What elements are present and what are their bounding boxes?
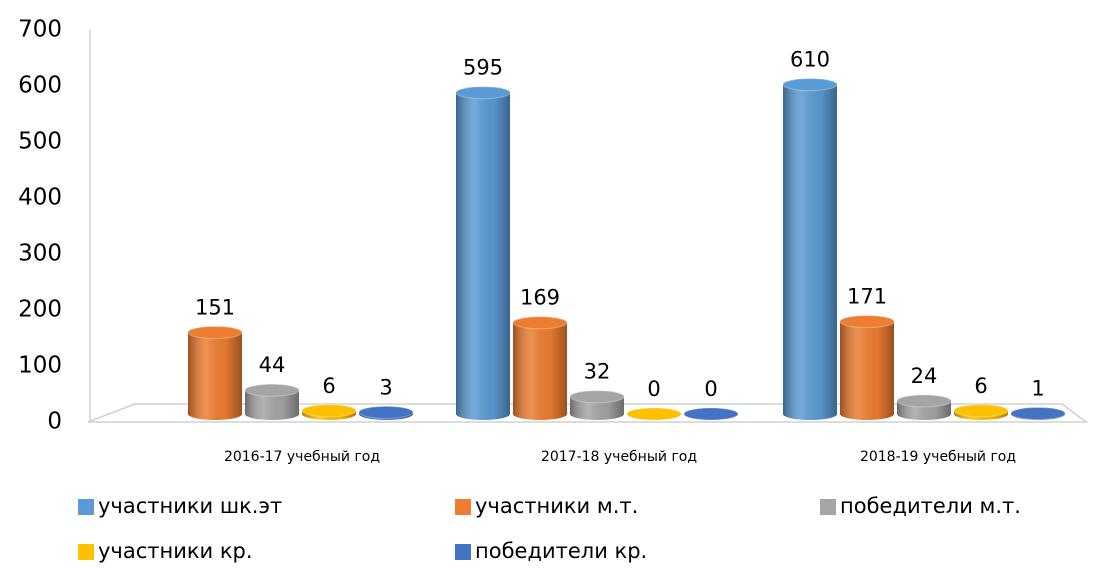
bar-shade	[456, 86, 510, 420]
bar-top	[839, 315, 895, 329]
bar-top	[953, 404, 1009, 418]
bar-top	[896, 394, 952, 408]
legend-swatch	[455, 544, 471, 560]
data-label: 0	[647, 377, 660, 401]
bar-top	[187, 325, 243, 339]
legend-swatch	[78, 499, 94, 515]
y-tick-label: 700	[18, 17, 62, 43]
data-label: 610	[790, 48, 830, 72]
data-label: 169	[520, 286, 560, 310]
legend-label: участники м.т.	[475, 494, 638, 518]
legend-label: победители кр.	[475, 539, 647, 563]
bar-shade	[783, 78, 837, 420]
data-label: 151	[195, 295, 235, 319]
data-label: 44	[259, 353, 286, 377]
legend-swatch	[78, 544, 94, 560]
x-tick-label: 2017-18 учебный год	[541, 449, 697, 465]
y-tick-label: 300	[18, 241, 62, 267]
data-label: 24	[911, 364, 938, 388]
x-tick-label: 2016-17 учебный год	[224, 449, 380, 465]
bar-top	[244, 383, 300, 397]
data-label: 3	[379, 375, 392, 399]
bar-top	[358, 405, 414, 419]
bar-top	[782, 78, 838, 92]
legend-label: участники шк.эт	[98, 494, 282, 518]
data-label: 6	[322, 374, 335, 398]
bar-top	[569, 390, 625, 404]
data-label: 1	[1031, 376, 1044, 400]
legend-label: победители м.т.	[840, 494, 1021, 518]
bar-shade	[840, 315, 894, 420]
data-label: 595	[463, 56, 503, 80]
data-label: 0	[704, 377, 717, 401]
y-tick-label: 400	[18, 185, 62, 211]
bar-top	[626, 407, 682, 421]
data-label: 6	[974, 374, 987, 398]
bar-top	[512, 316, 568, 330]
y-tick-label: 500	[18, 129, 62, 155]
legend-swatch	[820, 499, 836, 515]
bar-top	[683, 407, 739, 421]
legend-label: участники кр.	[98, 539, 253, 563]
data-label: 171	[847, 285, 887, 309]
y-tick-label: 200	[18, 297, 62, 323]
data-label: 32	[584, 360, 611, 384]
y-tick-label: 600	[18, 73, 62, 99]
legend-swatch	[455, 499, 471, 515]
bar-shade	[188, 326, 242, 420]
x-tick-label: 2018-19 учебный год	[860, 449, 1016, 465]
y-tick-label: 100	[18, 353, 62, 379]
bar-top	[301, 404, 357, 418]
bar-top	[455, 86, 511, 100]
bar-top	[1010, 406, 1066, 420]
bar-shade	[513, 316, 567, 420]
y-tick-label: 0	[47, 409, 62, 435]
